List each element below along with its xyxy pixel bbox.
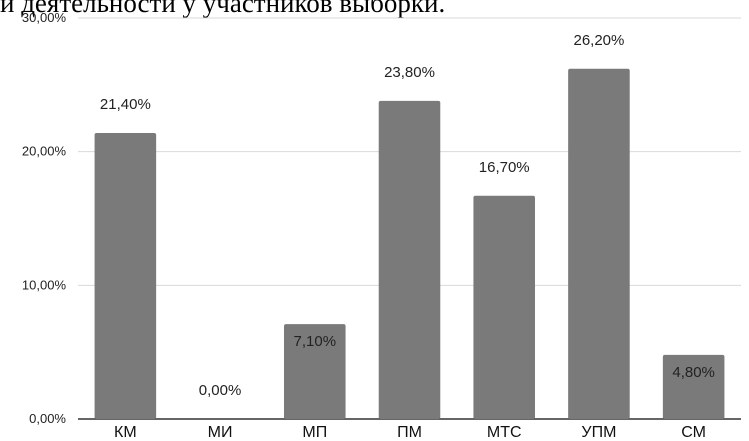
page-title: и деятельности у участников выборки. (0, 0, 446, 18)
y-tick-label: 0,00% (29, 411, 66, 426)
x-category-label: МИ (208, 424, 233, 441)
bar (94, 132, 157, 419)
bar (662, 354, 725, 419)
data-label: 26,20% (573, 32, 624, 49)
bar (284, 324, 346, 419)
y-tick-label: 20,00% (22, 144, 67, 159)
y-tick-label: 30,00% (22, 10, 67, 25)
x-category-label: ПМ (397, 424, 422, 441)
bar (378, 100, 441, 419)
data-label: 16,70% (479, 159, 530, 176)
x-category-label: МП (302, 424, 327, 441)
data-label: 21,40% (100, 96, 151, 113)
x-category-label: СМ (681, 424, 706, 441)
data-label: 4,80% (672, 364, 715, 381)
data-label: 23,80% (384, 64, 435, 81)
data-label: 0,00% (199, 382, 242, 399)
data-label: 7,10% (294, 333, 337, 350)
bar (473, 195, 535, 419)
x-category-label: МТС (487, 424, 522, 441)
x-category-label: УПМ (581, 424, 616, 441)
x-category-label: КМ (114, 424, 137, 441)
y-tick-label: 10,00% (22, 277, 67, 292)
bar (568, 68, 630, 419)
